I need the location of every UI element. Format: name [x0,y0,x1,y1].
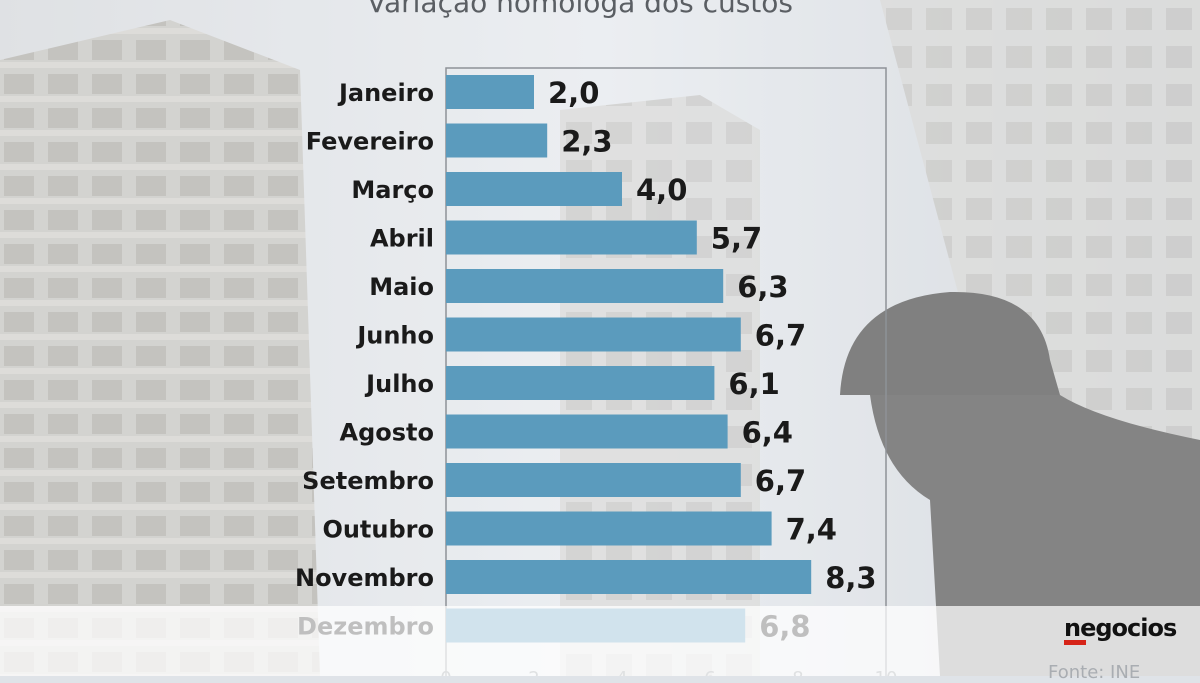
value-label: 6,7 [755,319,806,353]
worker-silhouette [840,291,1200,676]
bar-group [446,75,812,643]
bar-junho [446,317,741,352]
value-label: 2,0 [548,76,599,110]
bar-outubro [446,511,772,546]
category-label: Agosto [340,419,435,447]
value-label: 7,4 [786,513,837,547]
value-label: 8,3 [825,561,876,595]
category-label: Setembro [302,467,434,495]
value-label: 6,4 [742,416,793,450]
value-labels: 2,02,34,05,76,36,76,16,46,77,48,36,8 [548,76,877,644]
category-label: Junho [355,322,434,350]
logo-accent-bar [1064,640,1086,645]
bar-novembro [446,560,812,594]
category-label: Março [351,176,434,204]
bar-setembro [446,463,741,497]
bar-fevereiro [446,123,548,158]
bar-agosto [446,414,728,449]
value-label: 5,7 [711,222,762,256]
bar-março [446,172,622,206]
bar-abril [446,220,697,255]
category-label: Novembro [295,564,434,592]
value-label: 6,7 [755,464,806,498]
value-label: 6,1 [728,367,779,401]
category-label: Outubro [322,516,434,544]
negocios-logo[interactable]: negocios [1064,614,1177,642]
category-label: Abril [370,225,434,253]
category-label: Julho [364,370,434,398]
category-labels: Janeiro Fevereiro Março Abril Maio Junho Julho… [295,79,434,641]
bar-maio [446,269,724,303]
value-label: 2,3 [561,125,612,159]
bottom-fade-overlay [0,606,1200,676]
source-note: Fonte: INE [1048,662,1141,683]
category-label: Janeiro [337,79,434,107]
value-label: 4,0 [636,173,687,207]
category-label: Fevereiro [306,128,434,156]
bar-julho [446,366,715,400]
category-label: Maio [369,273,434,301]
chart-title: Variação homóloga dos custos [366,0,793,19]
bar-janeiro [446,75,534,109]
value-label: 6,3 [737,270,788,304]
